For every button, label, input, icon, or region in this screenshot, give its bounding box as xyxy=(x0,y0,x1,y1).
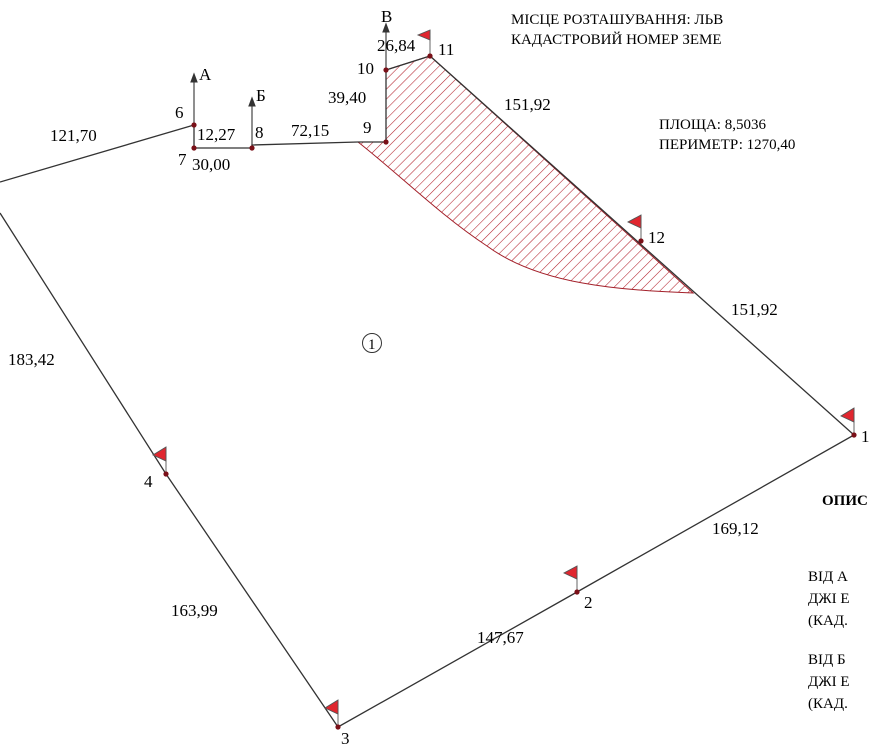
description-title: ОПИС xyxy=(822,493,868,509)
length-label-2-3: 147,67 xyxy=(477,628,524,647)
point-label-11: 11 xyxy=(438,40,454,59)
point-label-2: 2 xyxy=(584,593,593,612)
description-b-line-3: (КАД. xyxy=(808,696,848,712)
length-label-4-west: 183,42 xyxy=(8,350,55,369)
restricted-zone-hatch xyxy=(356,55,695,294)
length-label-8-9: 72,15 xyxy=(291,121,329,140)
point-label-8: 8 xyxy=(255,123,264,142)
length-label-12-1: 151,92 xyxy=(731,300,778,319)
point-label-12: 12 xyxy=(648,228,665,247)
description-a-line-1: ВІД А xyxy=(808,569,848,585)
location-line: МІСЦЕ РОЗТАШУВАННЯ: ЛЬВ xyxy=(511,12,724,28)
perimeter-line: ПЕРИМЕТР: 1270,40 xyxy=(659,137,796,153)
point-label-3: 3 xyxy=(341,729,350,746)
plot-number-circle xyxy=(362,333,382,353)
point-label-4: 4 xyxy=(144,472,153,491)
length-label-10-11: 26,84 xyxy=(377,36,416,55)
description-b-line-2: ДЖІ Е xyxy=(808,674,850,690)
length-label-3-4: 163,99 xyxy=(171,601,218,620)
description-b-line-1: ВІД Б xyxy=(808,652,846,668)
length-label-9-10: 39,40 xyxy=(328,88,366,107)
plot-number: 1 xyxy=(368,337,376,353)
vertex-dot-icons xyxy=(163,53,857,730)
direction-label-b: Б xyxy=(256,86,266,105)
direction-arrows xyxy=(190,22,390,145)
cadastral-line: КАДАСТРОВИЙ НОМЕР ЗЕМЕ xyxy=(511,32,722,48)
length-label-11-12: 151,92 xyxy=(504,95,551,114)
point-label-6: 6 xyxy=(175,103,184,122)
description-a-line-3: (КАД. xyxy=(808,613,848,629)
plot-boundary xyxy=(0,55,856,728)
point-label-10: 10 xyxy=(357,59,374,78)
direction-label-v: В xyxy=(381,7,392,26)
direction-label-a: А xyxy=(199,65,212,84)
length-label-6-7: 12,27 xyxy=(197,125,236,144)
boundary-flag-icons xyxy=(152,29,855,727)
point-label-1: 1 xyxy=(861,427,870,446)
point-label-9: 9 xyxy=(363,118,372,137)
length-label-7-8: 30,00 xyxy=(192,155,230,174)
length-label-6-west: 121,70 xyxy=(50,126,97,145)
point-label-7: 7 xyxy=(178,150,187,169)
length-label-1-2: 169,12 xyxy=(712,519,759,538)
description-a-line-2: ДЖІ Е xyxy=(808,591,850,607)
area-line: ПЛОЩА: 8,5036 xyxy=(659,117,766,133)
